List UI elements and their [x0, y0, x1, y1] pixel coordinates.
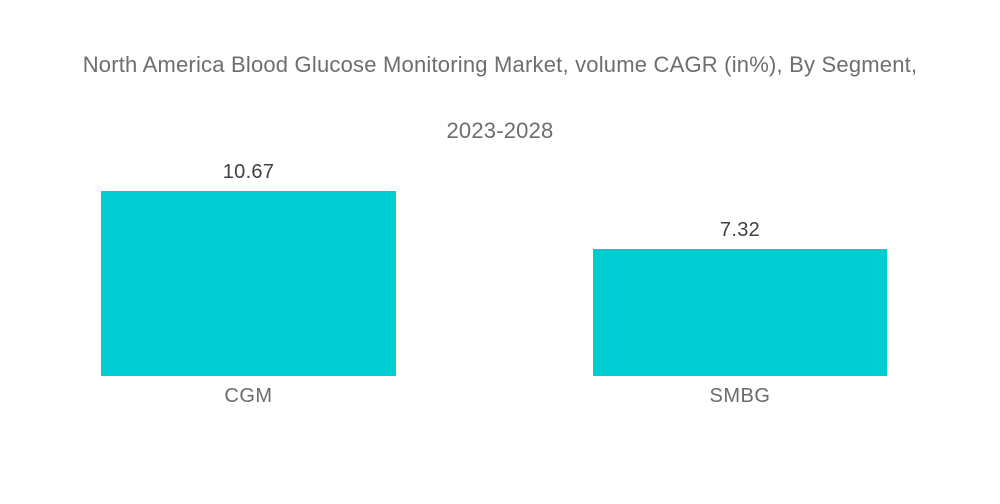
bar-group-cgm: 10.67 CGM: [101, 161, 396, 407]
chart-title: North America Blood Glucose Monitoring M…: [0, 15, 1000, 147]
bar-value-label: 7.32: [719, 219, 761, 241]
bar-value-label: 10.67: [222, 161, 275, 183]
bar-category-label: SMBG: [709, 385, 771, 407]
bar-cgm: [101, 191, 396, 376]
bar-group-smbg: 7.32 SMBG: [593, 219, 887, 407]
chart-title-line2: 2023-2028: [446, 118, 554, 143]
chart-title-line1: North America Blood Glucose Monitoring M…: [82, 52, 918, 77]
bar-smbg: [593, 249, 887, 376]
bar-category-label: CGM: [224, 385, 273, 407]
